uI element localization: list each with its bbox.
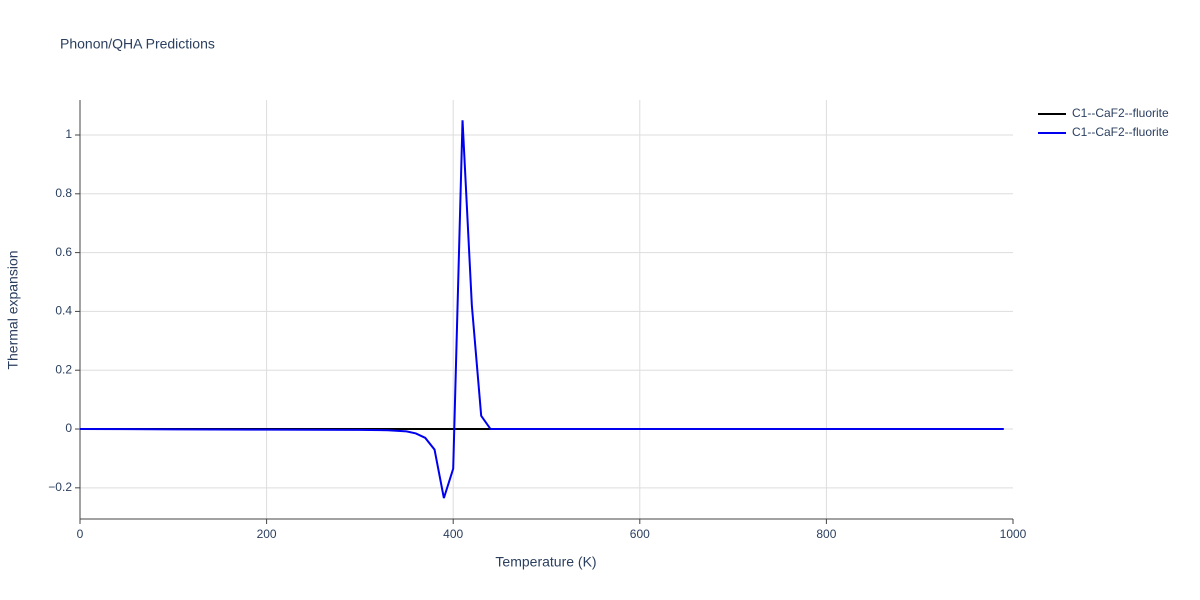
y-tick-label: 0.2 xyxy=(55,362,72,376)
x-axis-title: Temperature (K) xyxy=(495,554,596,570)
chart-title: Phonon/QHA Predictions xyxy=(60,36,215,52)
y-axis-title: Thermal expansion xyxy=(5,250,21,369)
x-tick-label: 1000 xyxy=(1000,527,1027,541)
y-tick-label: 0 xyxy=(65,421,72,435)
x-tick-label: 800 xyxy=(816,527,836,541)
y-tick-label: 1 xyxy=(65,127,72,141)
legend-label: C1--CaF2--fluorite xyxy=(1072,106,1169,120)
x-tick-label: 200 xyxy=(257,527,277,541)
line-series xyxy=(79,120,1004,499)
y-tick-label: 0.4 xyxy=(55,304,72,318)
y-tick-label: −0.2 xyxy=(48,480,72,494)
y-tick-label: 0.6 xyxy=(55,245,72,259)
x-tick-label: 400 xyxy=(443,527,463,541)
x-tick-label: 0 xyxy=(77,527,84,541)
x-tick-label: 600 xyxy=(630,527,650,541)
y-tick-label: 0.8 xyxy=(55,186,72,200)
legend-label: C1--CaF2--fluorite xyxy=(1072,125,1169,139)
